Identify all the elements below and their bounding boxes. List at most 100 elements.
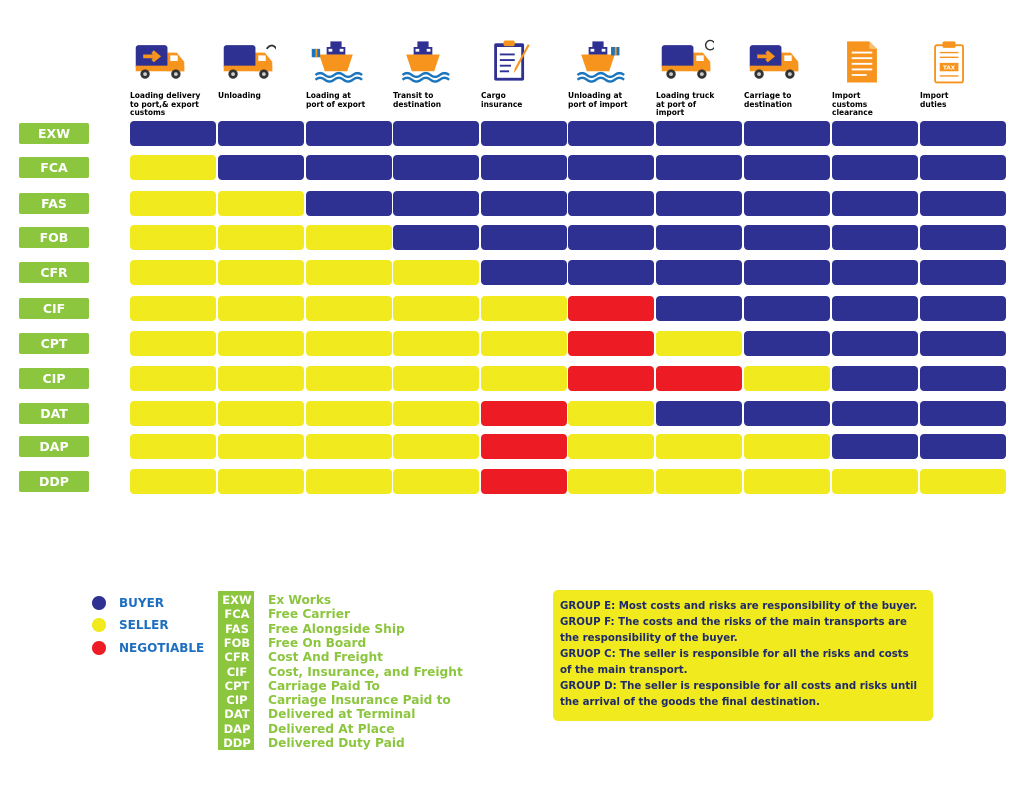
grid-cell (130, 225, 216, 250)
abbreviation-name: Ex Works (268, 593, 332, 607)
grid-cell (744, 331, 830, 356)
grid-cell (568, 469, 654, 494)
grid-cell (568, 331, 654, 356)
grid-cell (130, 469, 216, 494)
grid-cell (568, 225, 654, 250)
grid-cell (744, 260, 830, 285)
grid-cell (130, 155, 216, 180)
row-label-cip: CIP (19, 368, 89, 389)
grid-cell (306, 155, 392, 180)
grid-cell (920, 121, 1006, 146)
grid-cell (393, 296, 479, 321)
legend-seller: SELLER (119, 618, 169, 632)
column-header-label: Carriage to destination (744, 91, 793, 109)
grid-cell (568, 191, 654, 216)
column-header: Import customs clearance (832, 36, 918, 118)
grid-cell (218, 225, 304, 250)
abbreviation-code: CIP (226, 693, 248, 708)
column-header-label: Loading delivery to port,& export custom… (130, 91, 201, 117)
ship-loading-icon (306, 36, 392, 90)
grid-cell (130, 331, 216, 356)
grid-cell (744, 121, 830, 146)
grid-cell (832, 401, 918, 426)
grid-cell (568, 260, 654, 285)
grid-cell (218, 331, 304, 356)
negotiable-dot-icon (92, 641, 106, 655)
abbreviation-code: DAP (223, 721, 251, 736)
grid-cell (306, 331, 392, 356)
grid-cell (920, 296, 1006, 321)
grid-cell (656, 191, 742, 216)
buyer-dot-icon (92, 596, 106, 610)
group-text-line: GROUP E: Most costs and risks are respon… (560, 601, 918, 612)
grid-cell (306, 366, 392, 391)
grid-cell (744, 296, 830, 321)
abbreviation-code: FCA (224, 607, 250, 622)
grid-cell (130, 191, 216, 216)
abbreviation-code: DDP (223, 736, 251, 750)
abbreviation-code: EXW (222, 593, 252, 607)
grid-cell (481, 469, 567, 494)
grid-cell (920, 260, 1006, 285)
grid-cell (656, 225, 742, 250)
grid-cell (832, 260, 918, 285)
grid-cell (656, 121, 742, 146)
truck-unloading-icon (218, 36, 304, 90)
abbreviation-name: Delivered At Place (268, 721, 395, 736)
grid-cell (481, 401, 567, 426)
grid-cell (218, 260, 304, 285)
grid-cell (568, 366, 654, 391)
grid-cell (568, 296, 654, 321)
grid-cell (920, 366, 1006, 391)
column-header: Transit to destination (393, 36, 479, 109)
group-text-line: GROUP F: The costs and the risks of the … (560, 617, 907, 628)
group-text-line: the responsibility of the buyer. (560, 633, 738, 644)
grid-cell (832, 434, 918, 459)
grid-cell (656, 469, 742, 494)
grid-cell (218, 155, 304, 180)
column-header: Unloading at port of import (568, 36, 654, 109)
grid-cell (130, 366, 216, 391)
ship-transit-icon (393, 36, 479, 90)
svg-text:TAX: TAX (943, 65, 956, 71)
grid-cell (481, 366, 567, 391)
grid-cell (656, 366, 742, 391)
abbreviation-name: Free Alongside Ship (268, 621, 405, 636)
seller-dot-icon (92, 618, 106, 632)
column-header: Loading at port of export (306, 36, 392, 109)
abbreviation-name: Delivered at Terminal (268, 707, 416, 722)
column-header: Cargo insurance (481, 36, 567, 109)
grid-cell (130, 434, 216, 459)
grid-cell (832, 469, 918, 494)
grid-cell (218, 469, 304, 494)
grid-cell (218, 191, 304, 216)
row-label-fca: FCA (19, 157, 89, 178)
grid-cell (832, 155, 918, 180)
row-label-dat: DAT (19, 403, 89, 424)
grid-cell (130, 121, 216, 146)
column-header-label: Unloading at port of import (568, 91, 628, 109)
grid-cell (393, 155, 479, 180)
column-header-label: Cargo insurance (481, 91, 523, 109)
grid-cell (832, 331, 918, 356)
abbreviation-name: Carriage Insurance Paid to (268, 693, 451, 708)
clipboard-insurance-icon (481, 36, 567, 90)
grid-cell (393, 469, 479, 494)
customs-document-icon (832, 36, 918, 90)
grid-cell (218, 366, 304, 391)
grid-cell (393, 260, 479, 285)
grid-cell (920, 401, 1006, 426)
grid-cell (218, 121, 304, 146)
grid-cell (130, 296, 216, 321)
truck-carriage-icon (744, 36, 830, 90)
grid-cell (920, 331, 1006, 356)
grid-cell (744, 366, 830, 391)
row-label-cfr: CFR (19, 262, 89, 283)
grid-cell (218, 296, 304, 321)
grid-cell (306, 469, 392, 494)
grid-cell (306, 260, 392, 285)
grid-cell (568, 121, 654, 146)
grid-cell (393, 434, 479, 459)
grid-cell (656, 434, 742, 459)
grid-cell (832, 121, 918, 146)
